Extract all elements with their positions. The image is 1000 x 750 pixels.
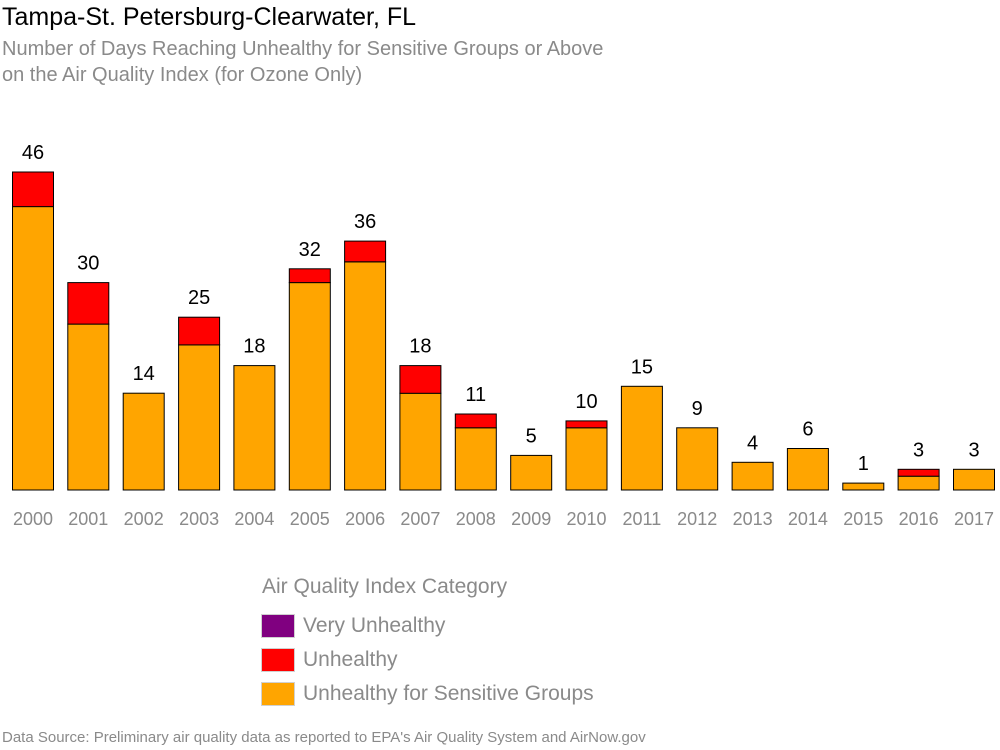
legend-title: Air Quality Index Category — [262, 575, 508, 598]
x-tick-label-2003: 2003 — [179, 509, 219, 529]
bar-unhealthy-for-sensitive-groups-2014 — [786, 448, 829, 491]
bar-unhealthy-2005 — [288, 268, 331, 284]
bar-unhealthy-for-sensitive-groups-2001 — [67, 323, 110, 491]
data-label-2004: 18 — [243, 336, 265, 358]
chart-subtitle-line-1: Number of Days Reaching Unhealthy for Se… — [2, 38, 604, 60]
bar-unhealthy-for-sensitive-groups-2005 — [288, 282, 331, 491]
data-label-2010: 10 — [575, 391, 597, 413]
bar-chart: 4620003020011420022520031820043220053620… — [12, 142, 995, 529]
x-tick-label-2009: 2009 — [511, 509, 551, 529]
legend-item-unhealthy: Unhealthy — [261, 647, 398, 673]
bar-unhealthy-for-sensitive-groups-2000 — [12, 206, 54, 491]
data-label-2013: 4 — [747, 432, 758, 454]
x-tick-label-2016: 2016 — [899, 509, 939, 529]
bar-unhealthy-2006 — [344, 240, 387, 263]
bar-unhealthy-2016 — [897, 468, 940, 477]
bar-unhealthy-for-sensitive-groups-2008 — [454, 427, 497, 491]
chart-subtitle-line-2: on the Air Quality Index (for Ozone Only… — [2, 64, 363, 86]
data-label-2016: 3 — [913, 439, 924, 461]
bar-unhealthy-for-sensitive-groups-2007 — [399, 392, 442, 491]
bar-unhealthy-for-sensitive-groups-2010 — [565, 427, 608, 491]
bar-unhealthy-2003 — [178, 316, 221, 346]
data-label-2014: 6 — [802, 419, 813, 441]
bar-unhealthy-for-sensitive-groups-2017 — [953, 468, 995, 491]
chart-title: Tampa-St. Petersburg-Clearwater, FL — [2, 3, 417, 31]
data-label-2001: 30 — [77, 253, 99, 275]
data-label-2006: 36 — [354, 211, 376, 233]
data-source-note: Data Source: Preliminary air quality dat… — [2, 729, 646, 746]
legend-label-unhealthy-for-sensitive-groups: Unhealthy for Sensitive Groups — [303, 682, 594, 705]
x-tick-label-2011: 2011 — [623, 509, 662, 529]
data-label-2002: 14 — [133, 363, 155, 385]
bar-unhealthy-for-sensitive-groups-2006 — [344, 261, 387, 491]
x-tick-label-2002: 2002 — [124, 509, 164, 529]
bar-unhealthy-for-sensitive-groups-2011 — [620, 385, 663, 491]
bar-unhealthy-for-sensitive-groups-2012 — [676, 427, 719, 491]
data-label-2012: 9 — [692, 398, 703, 420]
bar-unhealthy-2010 — [565, 420, 608, 429]
x-tick-label-2010: 2010 — [566, 509, 606, 529]
x-tick-label-2004: 2004 — [234, 509, 274, 529]
x-tick-label-2013: 2013 — [733, 509, 773, 529]
bar-unhealthy-for-sensitive-groups-2013 — [731, 461, 774, 491]
legend-swatch-unhealthy — [261, 648, 295, 672]
legend-label-very-unhealthy: Very Unhealthy — [303, 614, 446, 637]
x-tick-label-2015: 2015 — [843, 509, 883, 529]
bar-unhealthy-2007 — [399, 365, 442, 394]
data-label-2011: 15 — [631, 356, 653, 378]
legend-label-unhealthy: Unhealthy — [303, 648, 398, 671]
chart-subtitle: Number of Days Reaching Unhealthy for Se… — [2, 36, 603, 88]
legend-item-unhealthy-for-sensitive-groups: Unhealthy for Sensitive Groups — [261, 681, 594, 707]
bar-unhealthy-for-sensitive-groups-2015 — [842, 482, 885, 491]
x-tick-label-2008: 2008 — [456, 509, 496, 529]
data-label-2015: 1 — [858, 453, 869, 475]
bar-unhealthy-for-sensitive-groups-2009 — [510, 454, 553, 491]
x-tick-label-2014: 2014 — [788, 509, 828, 529]
data-label-2008: 11 — [465, 384, 486, 406]
bar-unhealthy-for-sensitive-groups-2003 — [178, 344, 221, 491]
data-label-2017: 3 — [968, 439, 979, 461]
data-label-2007: 18 — [409, 336, 431, 358]
x-tick-label-2005: 2005 — [290, 509, 330, 529]
x-tick-label-2006: 2006 — [345, 509, 385, 529]
legend-swatch-unhealthy-for-sensitive-groups — [261, 682, 295, 706]
bar-unhealthy-2001 — [67, 282, 110, 325]
data-label-2000: 46 — [22, 142, 44, 164]
data-label-2005: 32 — [299, 239, 321, 261]
legend-item-very-unhealthy: Very Unhealthy — [261, 613, 445, 639]
data-label-2009: 5 — [526, 425, 537, 447]
bar-unhealthy-for-sensitive-groups-2016 — [897, 475, 940, 491]
x-tick-label-2007: 2007 — [400, 509, 440, 529]
x-tick-label-2017: 2017 — [954, 509, 994, 529]
bar-unhealthy-2008 — [454, 413, 497, 429]
data-label-2003: 25 — [188, 287, 210, 309]
x-tick-label-2012: 2012 — [677, 509, 717, 529]
bar-unhealthy-2000 — [12, 171, 54, 208]
x-tick-label-2000: 2000 — [13, 509, 53, 529]
legend-swatch-very-unhealthy — [261, 614, 295, 638]
x-tick-label-2001: 2001 — [68, 509, 108, 529]
bar-unhealthy-for-sensitive-groups-2004 — [233, 365, 276, 491]
bar-unhealthy-for-sensitive-groups-2002 — [122, 392, 165, 491]
